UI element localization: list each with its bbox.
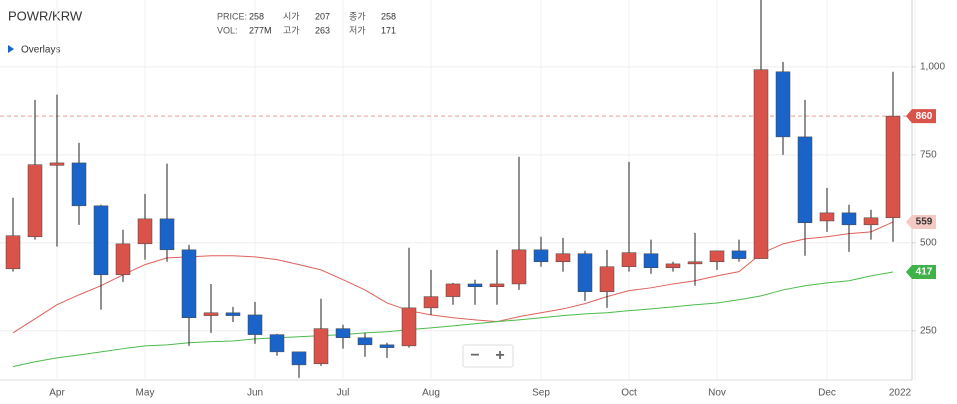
zoom-in[interactable]: + <box>495 347 504 364</box>
x-tick-label: Nov <box>708 388 726 399</box>
candle-body <box>665 263 681 269</box>
last-price-label-bg <box>906 109 936 124</box>
candle-body <box>511 249 527 285</box>
candle-body <box>115 243 131 276</box>
candle-body <box>137 218 153 245</box>
zoom-out[interactable]: − <box>470 347 479 364</box>
info-value: 207 <box>315 11 330 21</box>
candle-body <box>797 136 813 223</box>
candle-body <box>225 312 241 316</box>
y-tick-label: 1,000 <box>920 61 945 72</box>
x-tick-label: Dec <box>818 388 836 399</box>
candle-body <box>313 328 329 365</box>
x-tick-label: Jul <box>337 388 350 399</box>
x-tick-label: Sep <box>532 388 550 399</box>
info-label: 고가 <box>283 25 300 35</box>
candle-body <box>27 164 43 238</box>
candle-body <box>863 217 879 226</box>
candle-body <box>819 212 835 222</box>
candle-body <box>49 162 65 166</box>
candle-body <box>203 312 219 316</box>
candle-body <box>687 261 703 265</box>
candle-body <box>423 296 439 309</box>
overlay-label-bg <box>906 264 936 279</box>
candle-body <box>577 253 593 292</box>
x-tick-label: Jun <box>247 388 263 399</box>
candle-body <box>335 328 351 339</box>
candle-body <box>599 266 615 292</box>
candle-body <box>643 253 659 269</box>
last-price-label: 860 <box>916 111 933 122</box>
info-value: 171 <box>381 25 396 35</box>
candle-body <box>71 162 87 207</box>
x-tick-label: May <box>136 388 155 399</box>
info-label: 시가 <box>283 11 300 21</box>
candle-body <box>467 283 483 288</box>
candle-body <box>379 344 395 348</box>
candle-body <box>445 283 461 297</box>
info-label: 종가 <box>349 11 366 21</box>
candle-body <box>401 307 417 347</box>
x-tick-label: Apr <box>49 388 65 399</box>
candle-body <box>269 334 285 353</box>
info-label: 저가 <box>349 25 366 35</box>
candle-body <box>775 71 791 138</box>
y-tick-label: 250 <box>920 325 937 336</box>
info-label: VOL: <box>217 25 238 35</box>
candle-body <box>709 250 725 263</box>
chart-title: POWR/KRW <box>8 8 83 23</box>
candle-body <box>93 205 109 276</box>
candle-body <box>533 249 549 263</box>
info-value: 258 <box>249 11 264 21</box>
info-value: 277M <box>249 25 272 35</box>
overlay-label-bg <box>906 215 936 230</box>
y-tick-label: 500 <box>920 237 937 248</box>
overlays-button[interactable]: Overlays <box>21 45 60 56</box>
candle-body <box>885 115 901 219</box>
candle-body <box>5 235 21 270</box>
candle-body <box>291 351 307 366</box>
candle-body <box>841 212 857 226</box>
overlay-label: 417 <box>916 267 933 278</box>
info-value: 263 <box>315 25 330 35</box>
candle-body <box>731 250 747 259</box>
zoom-toolbar <box>462 344 514 368</box>
candle-body <box>621 252 637 267</box>
candle-body <box>181 249 197 318</box>
x-tick-label: Aug <box>422 388 440 399</box>
overlay-label: 559 <box>916 217 933 228</box>
overlays-icon[interactable] <box>8 45 14 53</box>
candle-body <box>489 283 505 288</box>
y-tick-label: 750 <box>920 149 937 160</box>
x-tick-label: 2022 <box>889 388 912 399</box>
candle-body <box>753 69 769 259</box>
candle-body <box>357 337 373 346</box>
candle-body <box>159 218 175 251</box>
x-tick-label: Oct <box>621 388 637 399</box>
moving-average <box>12 271 894 368</box>
candle-body <box>555 253 571 263</box>
info-value: 258 <box>381 11 396 21</box>
info-label: PRICE: <box>217 11 247 21</box>
candle-body <box>247 314 263 335</box>
moving-average <box>12 221 894 334</box>
